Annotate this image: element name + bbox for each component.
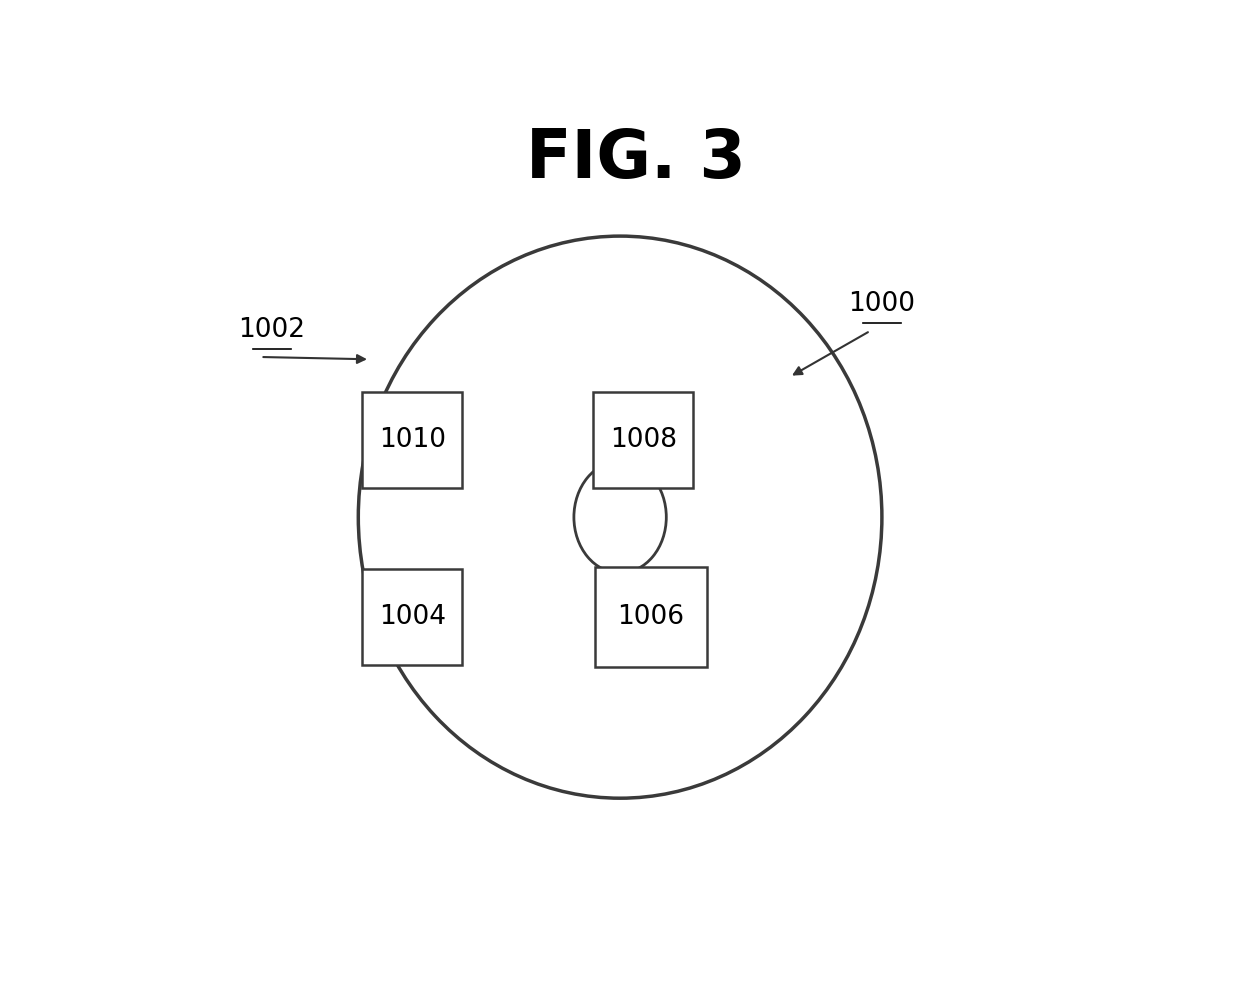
Ellipse shape xyxy=(574,461,666,573)
Text: 1010: 1010 xyxy=(378,427,445,453)
Bar xyxy=(362,392,463,488)
Text: 1000: 1000 xyxy=(848,291,915,317)
Text: 1002: 1002 xyxy=(238,318,305,343)
Ellipse shape xyxy=(358,236,882,798)
Text: FIG. 3: FIG. 3 xyxy=(526,126,745,192)
Bar xyxy=(593,392,693,488)
Text: 1004: 1004 xyxy=(378,604,445,630)
Text: 1006: 1006 xyxy=(618,604,684,630)
Bar xyxy=(362,569,463,665)
Bar xyxy=(595,567,707,667)
Text: 1008: 1008 xyxy=(610,427,677,453)
